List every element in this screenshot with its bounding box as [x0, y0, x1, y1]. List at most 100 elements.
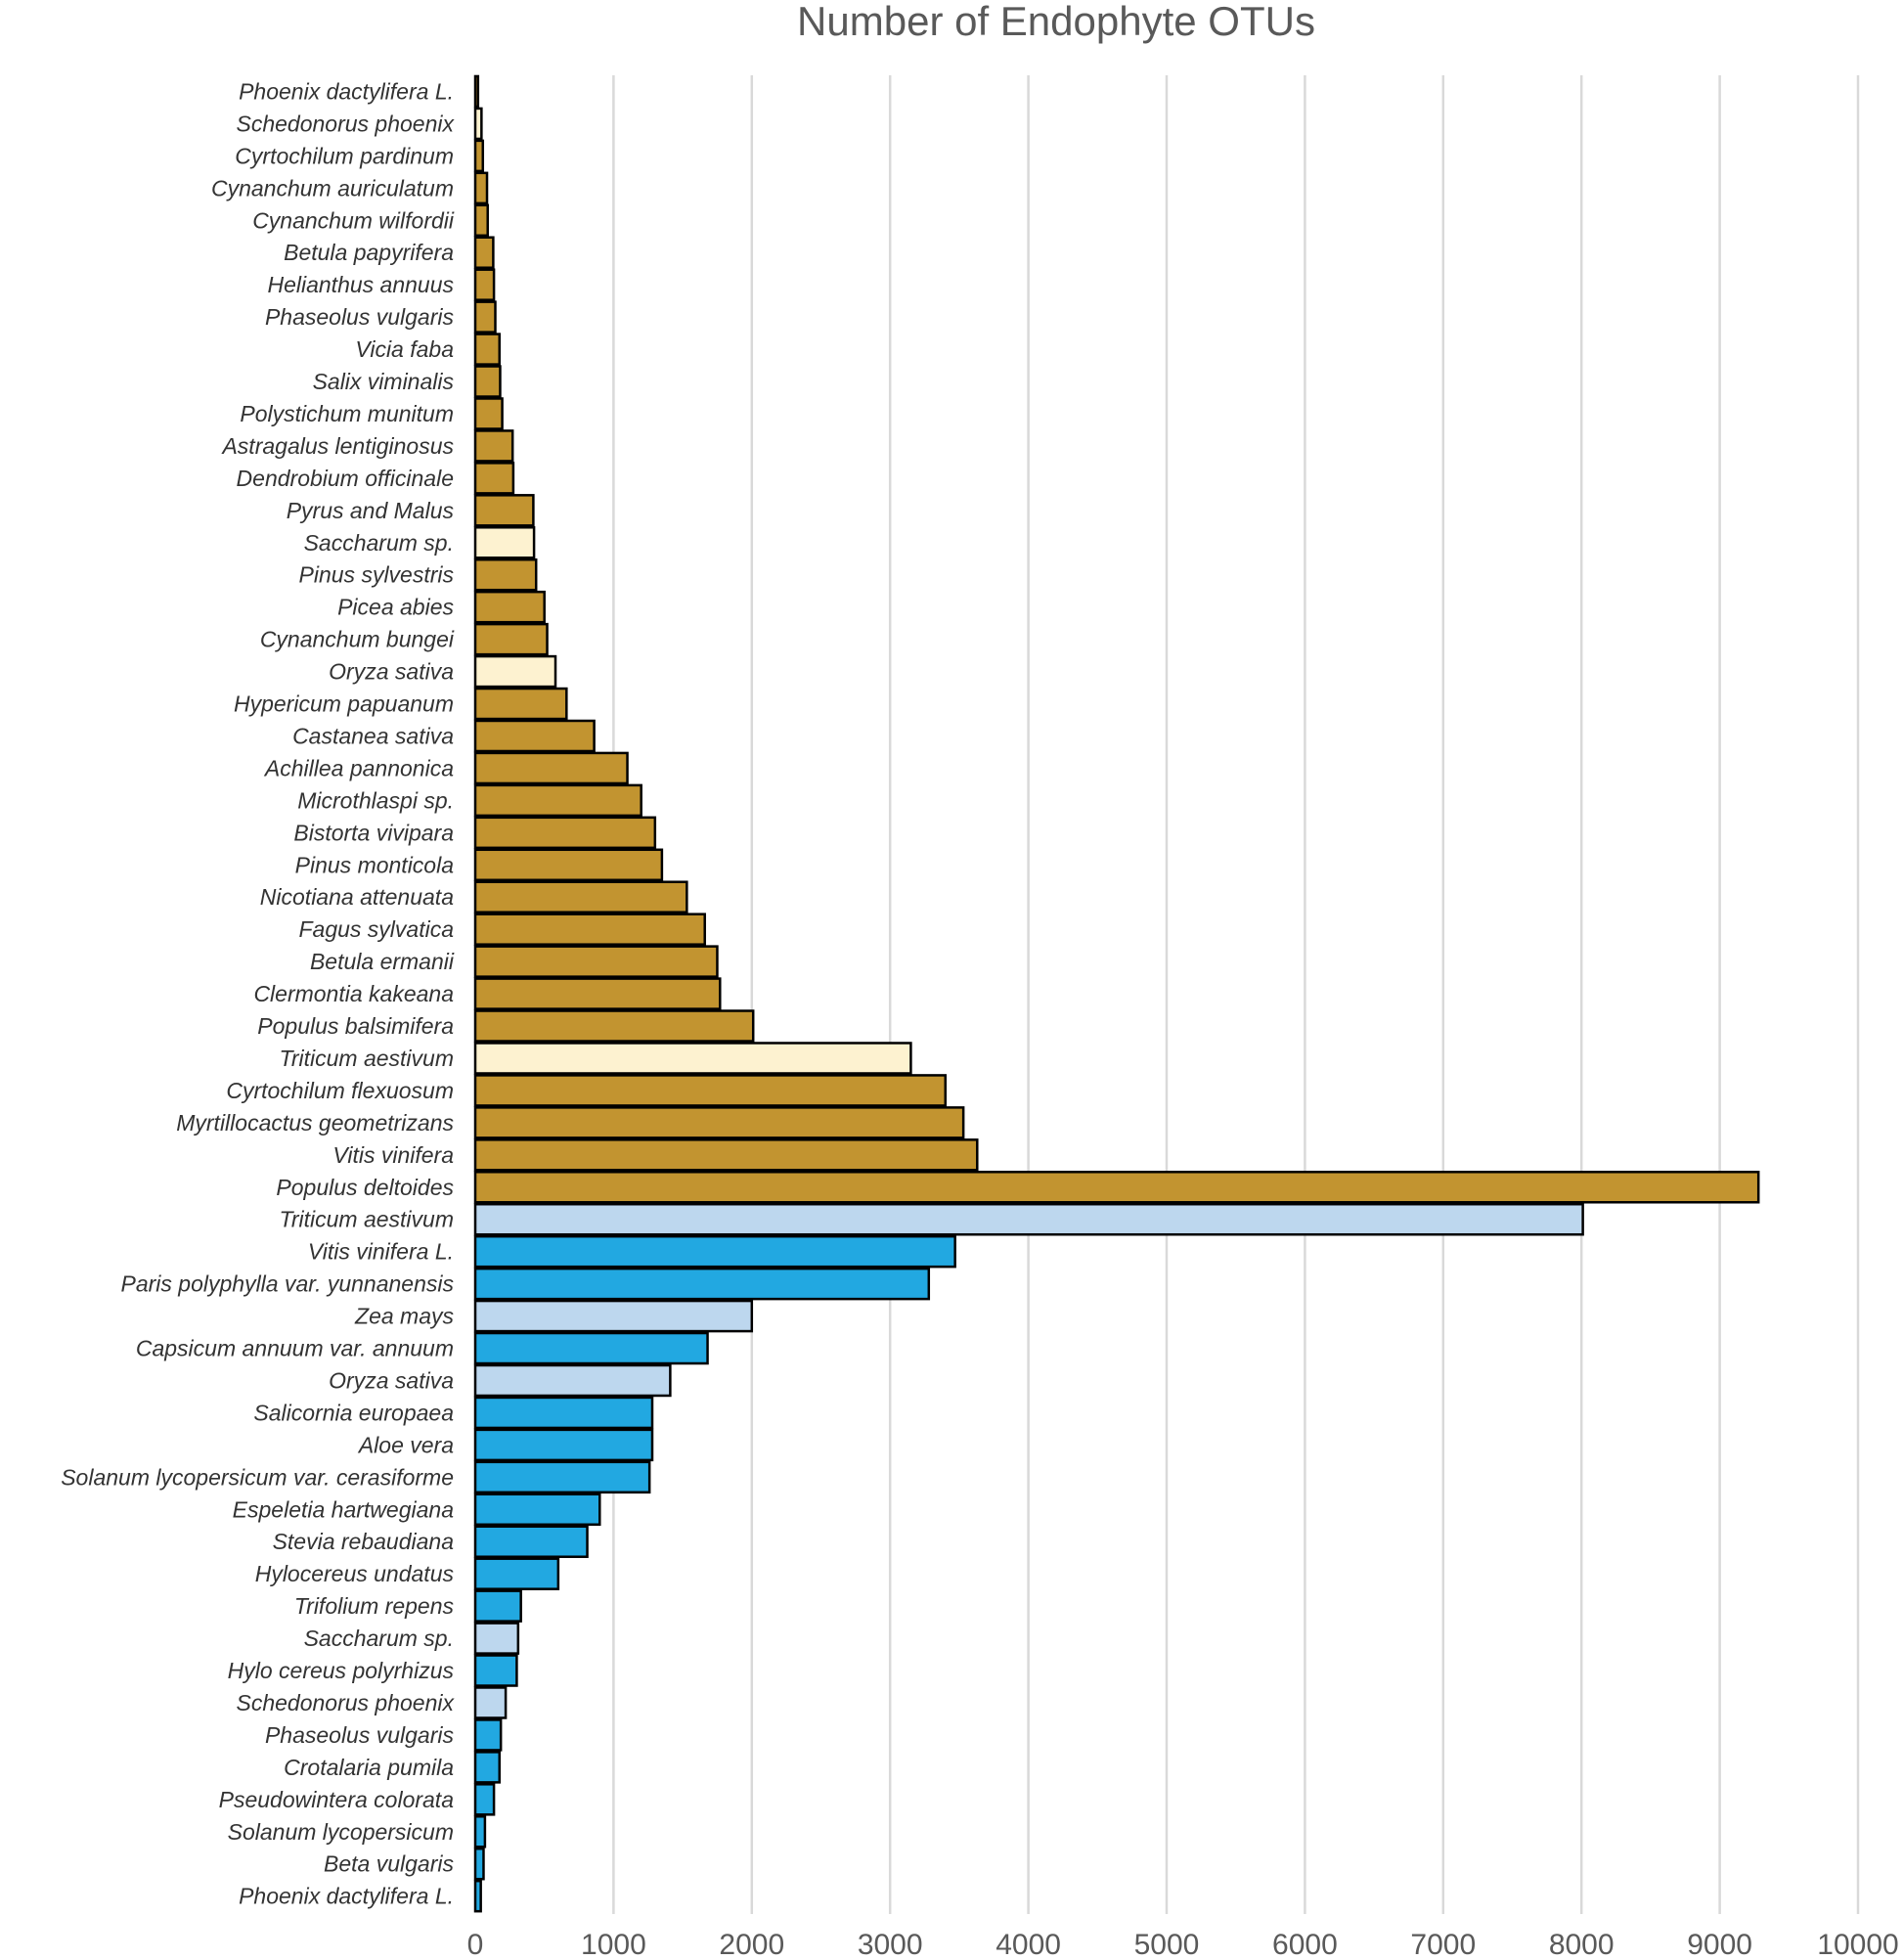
bar	[473, 300, 497, 334]
bar	[473, 1654, 518, 1687]
bar	[473, 977, 722, 1010]
category-label: Hylo cereus polyrhizus	[228, 1658, 455, 1683]
category-label: Trifolium repens	[294, 1593, 455, 1619]
x-tick-label: 1000	[581, 1929, 646, 1960]
category-label: Astragalus lentiginosus	[220, 433, 454, 459]
bar	[473, 365, 502, 398]
category-label: Beta vulgaris	[324, 1851, 454, 1877]
bar	[473, 1074, 948, 1107]
bar	[473, 1171, 1760, 1204]
bar	[473, 1396, 654, 1430]
bar	[473, 1557, 560, 1590]
category-label: Fagus sylvatica	[298, 916, 454, 942]
gridlines	[612, 75, 1860, 1914]
category-label: Solanum lycopersicum var. cerasiforme	[61, 1464, 454, 1490]
bar	[473, 1106, 965, 1139]
chart-title: Number of Endophyte OTUs	[797, 0, 1315, 44]
bar	[473, 1815, 487, 1849]
x-tick-label: 0	[467, 1929, 484, 1960]
bar	[473, 557, 538, 592]
bar	[473, 1847, 485, 1881]
category-label: Phaseolus vulgaris	[265, 304, 455, 330]
category-label: Castanea sativa	[292, 723, 454, 748]
category-label: Populus deltoides	[276, 1175, 454, 1200]
category-label: Achillea pannonica	[263, 755, 454, 780]
category-label: Clermontia kakeana	[253, 981, 454, 1006]
category-label: Polystichum munitum	[240, 401, 454, 426]
category-label: Salix viminalis	[313, 369, 455, 394]
category-label: Pseudowintera colorata	[219, 1787, 454, 1812]
bar	[473, 1331, 709, 1365]
bar	[473, 1622, 520, 1655]
category-label: Espeletia hartwegiana	[233, 1496, 454, 1522]
bar	[473, 1009, 755, 1043]
bar	[473, 880, 688, 913]
category-label: Vitis vinifera L.	[308, 1239, 454, 1265]
x-tick-label: 2000	[719, 1929, 784, 1960]
bar	[473, 171, 489, 205]
x-tick-label: 5000	[1134, 1929, 1200, 1960]
category-label: Schedonorus phoenix	[237, 111, 456, 136]
bar	[473, 751, 629, 785]
bar	[473, 1589, 522, 1623]
bar	[473, 1879, 482, 1913]
category-label: Picea abies	[337, 595, 454, 620]
category-label: Oryza sativa	[329, 659, 454, 685]
category-label: Dendrobium officinale	[237, 466, 454, 491]
category-label: Solanum lycopersicum	[228, 1819, 454, 1845]
bar	[473, 1042, 912, 1075]
category-label: Bistorta vivipara	[293, 820, 454, 845]
bar	[473, 203, 489, 238]
bar	[473, 590, 546, 624]
category-label: Triticum aestivum	[280, 1046, 455, 1071]
x-tick-label: 9000	[1687, 1929, 1752, 1960]
bar	[473, 74, 480, 109]
category-label: Microthlaspi sp.	[297, 787, 454, 813]
category-label: Crotalaria pumila	[284, 1755, 454, 1780]
bar	[473, 1299, 754, 1333]
category-label: Vicia faba	[355, 336, 454, 362]
category-label: Aloe vera	[357, 1432, 454, 1457]
category-label: Hypericum papuanum	[234, 691, 454, 717]
category-label: Helianthus annuus	[267, 272, 454, 297]
bar	[473, 268, 496, 301]
bar	[473, 494, 535, 527]
bar	[473, 139, 485, 173]
x-tick-label: 8000	[1549, 1929, 1615, 1960]
category-label: Stevia rebaudiana	[273, 1529, 454, 1554]
category-label: Cynanchum wilfordii	[252, 207, 455, 233]
category-label: Paris polyphylla var. yunnanensis	[121, 1271, 455, 1297]
bar	[473, 1267, 931, 1301]
category-label: Saccharum sp.	[304, 1626, 454, 1651]
category-label: Nicotiana attenuata	[260, 884, 454, 910]
bar	[473, 1686, 508, 1719]
bar	[473, 1718, 503, 1752]
category-label: Triticum aestivum	[280, 1207, 455, 1232]
category-label: Hylocereus undatus	[255, 1561, 455, 1586]
category-label: Cyrtochilum pardinum	[235, 143, 454, 168]
bar	[473, 462, 515, 495]
bar	[473, 236, 495, 269]
category-label: Pyrus and Malus	[287, 498, 455, 523]
bar	[473, 913, 706, 946]
bar	[473, 429, 514, 463]
category-label: Pinus monticola	[295, 852, 454, 877]
category-label: Phoenix dactylifera L.	[239, 78, 454, 104]
category-label: Populus balsimifera	[257, 1013, 454, 1039]
bar	[473, 1751, 501, 1784]
bar	[473, 526, 536, 559]
category-label: Phoenix dactylifera L.	[239, 1884, 454, 1909]
bar	[473, 1492, 601, 1527]
bar	[473, 1460, 651, 1494]
x-tick-label: 6000	[1272, 1929, 1338, 1960]
category-label: Cynanchum bungei	[260, 627, 455, 652]
bar	[473, 1234, 956, 1269]
category-label: Capsicum annuum var. annuum	[136, 1336, 454, 1361]
bar	[473, 1525, 589, 1558]
bar	[473, 816, 657, 850]
bar	[473, 1363, 672, 1398]
category-label: Salicornia europaea	[253, 1400, 454, 1425]
bars	[473, 74, 1760, 1913]
bar	[473, 687, 568, 721]
x-tick-label: 3000	[858, 1929, 923, 1960]
